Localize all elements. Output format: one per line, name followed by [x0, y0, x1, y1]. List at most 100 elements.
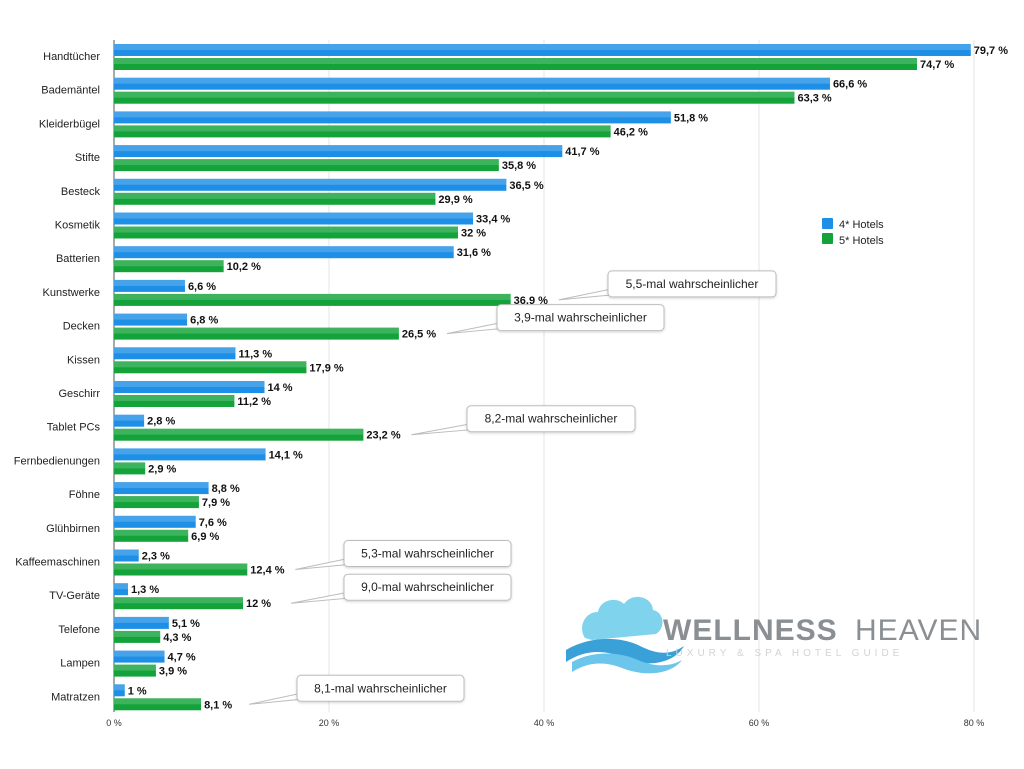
category-label: Lampen	[60, 658, 100, 670]
x-tick-label: 0 %	[106, 718, 122, 728]
bar-highlight	[114, 698, 202, 705]
callout-pointer	[295, 557, 349, 570]
bar-highlight	[114, 279, 185, 286]
bar-highlight	[114, 395, 235, 401]
bar-highlight	[114, 313, 188, 320]
x-axis-ticks: 0 % 20 % 40 % 60 % 80 %	[106, 718, 984, 728]
category-label: Handtücher	[43, 51, 100, 63]
bar-highlight	[114, 347, 236, 354]
legend-label-5-star: 5* Hotels	[839, 235, 884, 247]
bar-highlight	[114, 630, 161, 637]
bar-highlight	[114, 650, 165, 657]
annotation-callout: 8,1-mal wahrscheinlicher	[248, 674, 465, 705]
category-label: Kunstwerke	[43, 287, 100, 299]
bar-4-star	[114, 448, 266, 461]
bar-highlight	[114, 361, 307, 368]
bar-highlight	[114, 597, 243, 604]
bar-4-star	[114, 246, 454, 259]
category-label: Stifte	[75, 152, 100, 164]
x-tick-label: 60 %	[749, 718, 770, 728]
bar-5-star	[114, 293, 511, 306]
bar-highlight	[114, 448, 266, 455]
data-label: 23,2 %	[366, 430, 400, 442]
bar-5-star	[114, 260, 224, 273]
category-labels: Handtücher Bademäntel Kleiderbügel Stifte Be…	[14, 51, 101, 703]
bar-5-star	[114, 327, 399, 340]
data-label: 36,9 %	[514, 295, 548, 307]
bar-highlight	[114, 212, 474, 219]
category-label: Föhne	[69, 489, 100, 501]
annotation-callout: 9,0-mal wahrscheinlicher	[290, 573, 512, 604]
bar-4-star	[114, 482, 209, 495]
bar-highlight	[114, 111, 671, 118]
cloud-wave-logo-icon	[566, 596, 684, 674]
bar-highlight	[114, 664, 156, 671]
bar-4-star	[114, 381, 265, 393]
annotation-callout: 8,2-mal wahrscheinlicher	[411, 405, 636, 436]
category-label: Besteck	[61, 186, 101, 198]
data-label: 8,1 %	[204, 699, 232, 711]
data-label: 7,9 %	[202, 497, 230, 509]
data-labels: 79,7 % 74,7 % 66,6 %63,3 % 51,8 % 46,2 % 41,7…	[128, 45, 1008, 711]
bar-4-star	[114, 414, 145, 427]
bar-5-star	[114, 192, 436, 205]
bar-4-star	[114, 178, 507, 191]
bar-5-star	[114, 664, 156, 677]
legend-swatch-4-star	[822, 218, 833, 229]
bars	[114, 44, 971, 711]
data-label: 11,2 %	[237, 396, 271, 408]
bar-4-star	[114, 616, 169, 629]
bar-5-star	[114, 395, 235, 407]
brand-name-part2: HEAVEN	[855, 614, 982, 647]
x-tick-label: 80 %	[964, 718, 985, 728]
bar-highlight	[114, 529, 189, 536]
callout-pointer	[446, 321, 502, 335]
bar-highlight	[114, 482, 209, 489]
data-label: 66,6 %	[833, 79, 867, 91]
bar-highlight	[114, 260, 224, 267]
bar-5-star	[114, 125, 611, 138]
bar-5-star	[114, 529, 189, 542]
annotation-callout: 3,9-mal wahrscheinlicher	[446, 304, 665, 335]
bar-highlight	[114, 414, 145, 421]
bar-4-star	[114, 515, 196, 528]
bar-highlight	[114, 125, 611, 132]
data-label: 8,8 %	[212, 483, 240, 495]
annotation-callouts: 5,5-mal wahrscheinlicher 3,9-mal wahrsche…	[248, 270, 777, 705]
data-label: 17,9 %	[309, 362, 343, 374]
bar-4-star	[114, 279, 185, 292]
category-label: Matratzen	[51, 691, 100, 703]
data-label: 11,3 %	[238, 348, 272, 360]
data-label: 79,7 %	[974, 45, 1008, 57]
bar-5-star	[114, 361, 307, 374]
callout-text: 8,2-mal wahrscheinlicher	[485, 412, 618, 426]
callout-box	[466, 405, 636, 433]
data-label: 7,6 %	[199, 517, 227, 529]
data-label: 51,8 %	[674, 112, 708, 124]
data-label: 6,9 %	[191, 531, 219, 543]
bar-5-star	[114, 159, 499, 172]
bar-highlight	[114, 192, 436, 199]
bar-highlight	[114, 145, 563, 152]
data-label: 63,3 %	[797, 93, 831, 105]
bar-highlight	[114, 226, 458, 233]
data-label: 2,8 %	[147, 416, 175, 428]
data-label: 32 %	[461, 228, 486, 240]
bar-highlight	[114, 583, 128, 590]
data-label: 14 %	[268, 382, 293, 394]
bar-highlight	[114, 616, 169, 623]
annotation-callout: 5,5-mal wahrscheinlicher	[558, 270, 777, 301]
category-label: Geschirr	[58, 388, 100, 400]
bar-5-star	[114, 91, 795, 104]
bar-highlight	[114, 58, 918, 64]
data-label: 33,4 %	[476, 214, 510, 226]
x-tick-label: 20 %	[319, 718, 340, 728]
callout-text: 3,9-mal wahrscheinlicher	[514, 311, 647, 325]
category-label: Bademäntel	[41, 85, 100, 97]
bar-4-star	[114, 44, 971, 56]
data-label: 4,7 %	[168, 652, 196, 664]
callout-pointer	[558, 288, 613, 301]
data-label: 12 %	[246, 598, 271, 610]
